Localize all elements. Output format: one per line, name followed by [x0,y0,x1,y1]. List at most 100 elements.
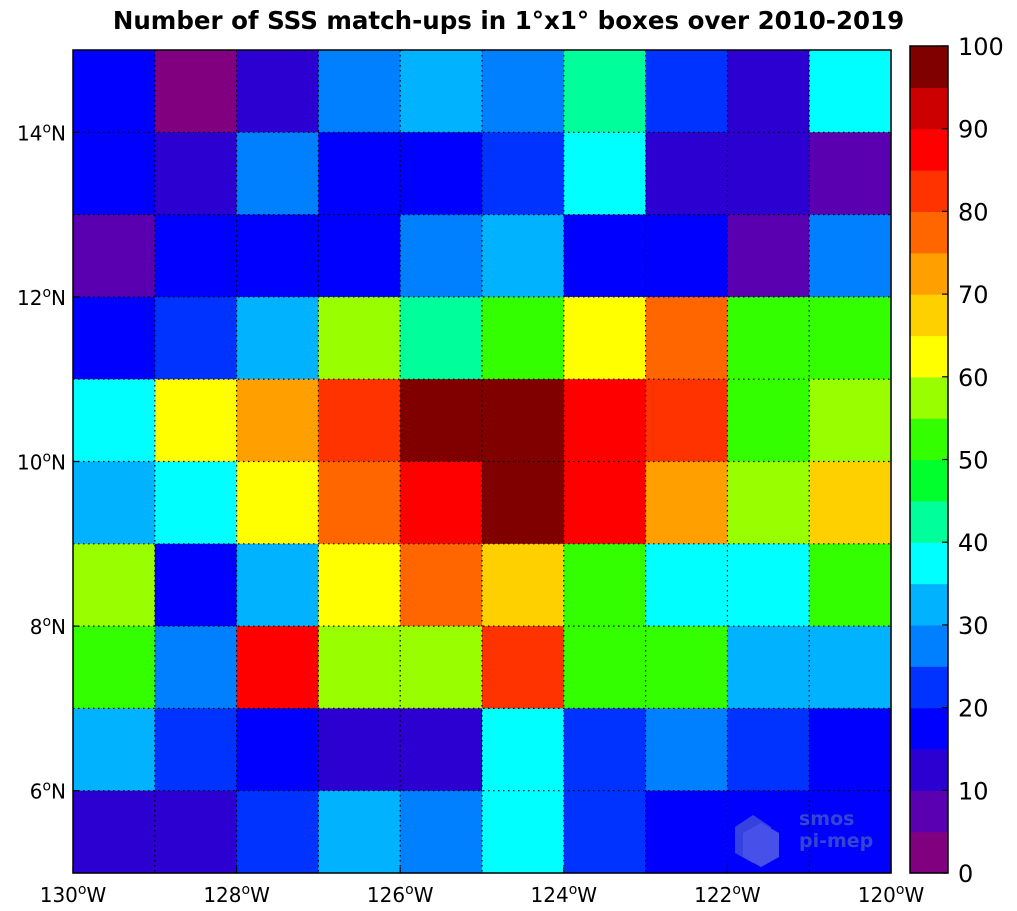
heatmap-cell [400,379,483,463]
heatmap-cell [73,132,156,216]
heatmap-cell [318,626,401,709]
colorbar-segment [910,46,948,88]
heatmap-cell [482,50,565,133]
heatmap-cell [400,790,483,874]
colorbar-tick-label: 70 [958,281,989,309]
heatmap-cell [645,543,728,627]
heatmap-cells [73,50,892,874]
heatmap-cell [809,132,892,216]
heatmap-cell [727,626,810,709]
colorbar-segment [910,376,948,419]
colorbar-segment [910,252,948,295]
heatmap-cell [645,708,728,792]
heatmap-cell [563,50,647,133]
watermark-line1: smos [799,808,854,830]
heatmap-cell [318,708,401,792]
colorbar-segment [910,831,948,874]
y-axis-tick-labels: 6oN 8oN 10oN 12oN 14oN [17,120,66,803]
heatmap-cell [482,379,565,463]
heatmap-cell [236,626,319,709]
heatmap-cell [400,296,483,380]
heatmap-cell [645,132,728,216]
heatmap-cell [563,132,647,216]
y-tick-label: 12oN [17,285,66,310]
heatmap-cell [154,461,238,545]
heatmap-cell [563,543,647,627]
colorbar-tick-label: 100 [958,33,1004,61]
watermark-line2: pi-mep [799,830,873,852]
heatmap-cell [482,296,565,380]
colorbar-tick-label: 90 [958,116,989,144]
heatmap-cell [154,214,238,298]
heatmap-cell [563,379,647,463]
heatmap-cell [73,543,156,627]
heatmap-cell [400,461,483,545]
heatmap-cell [482,790,565,874]
heatmap-cell [400,626,483,709]
heatmap-cell [809,626,892,709]
heatmap-cell [645,379,728,463]
colorbar-tick-label: 80 [958,198,989,226]
x-tick-label: 124oW [531,882,598,907]
heatmap-cell [154,790,238,874]
heatmap-cell [73,214,156,298]
heatmap-cell [809,379,892,463]
heatmap-cell [645,214,728,298]
heatmap-cell [73,708,156,792]
watermark: smos pi-mep [735,808,873,867]
colorbar-tick-label: 20 [958,695,989,723]
heatmap-cell [73,296,156,380]
colorbar-tick-label: 50 [958,447,989,475]
heatmap-cell [236,379,319,463]
heatmap-cell [727,708,810,792]
heatmap-cell [563,296,647,380]
heatmap-cell [154,296,238,380]
colorbar-segment [910,87,948,130]
heatmap-cell [154,626,238,709]
heatmap-cell [727,214,810,298]
heatmap-cell [727,543,810,627]
colorbar-segment [910,624,948,667]
watermark-logo-icon [735,815,779,867]
heatmap-cell [318,790,401,874]
heatmap-cell [563,708,647,792]
heatmap-cell [400,543,483,627]
x-tick-label: 130oW [40,882,107,907]
heatmap-cell [154,50,238,133]
heatmap-cell [236,50,319,133]
colorbar-tick-label: 30 [958,612,989,640]
heatmap-cell [482,708,565,792]
heatmap-cell [73,50,156,133]
heatmap-cell [318,461,401,545]
heatmap-cell [318,379,401,463]
axis-ticks [72,131,892,873]
heatmap-cell [318,214,401,298]
heatmap-cell [727,296,810,380]
x-axis-tick-labels: 130oW 128oW 126oW 124oW 122oW 120oW [40,882,925,907]
heatmap-cell [645,296,728,380]
colorbar [910,46,948,874]
heatmap-cell [318,543,401,627]
heatmap-cell [154,708,238,792]
colorbar-segment [910,170,948,212]
heatmap-cell [400,708,483,792]
y-tick-label: 6oN [30,779,66,804]
colorbar-tick-label: 10 [958,777,989,805]
colorbar-segment [910,294,948,337]
heatmap-cell [236,132,319,216]
heatmap-cell [318,50,401,133]
heatmap-cell [645,626,728,709]
colorbar-segment [910,128,948,171]
heatmap-cell [154,379,238,463]
colorbar-segment [910,748,948,791]
heatmap-cell [318,132,401,216]
colorbar-segment [910,542,948,585]
colorbar-tick-label: 40 [958,529,989,557]
heatmap-cell [482,132,565,216]
heatmap-cell [645,50,728,133]
heatmap-cell [727,50,810,133]
heatmap-cell [727,132,810,216]
heatmap-cell [563,790,647,874]
grid-lines [73,50,891,873]
